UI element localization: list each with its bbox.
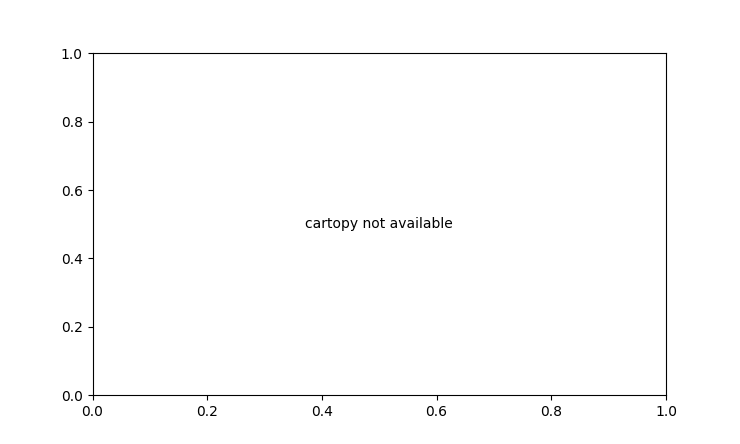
Text: cartopy not available: cartopy not available — [306, 217, 453, 231]
